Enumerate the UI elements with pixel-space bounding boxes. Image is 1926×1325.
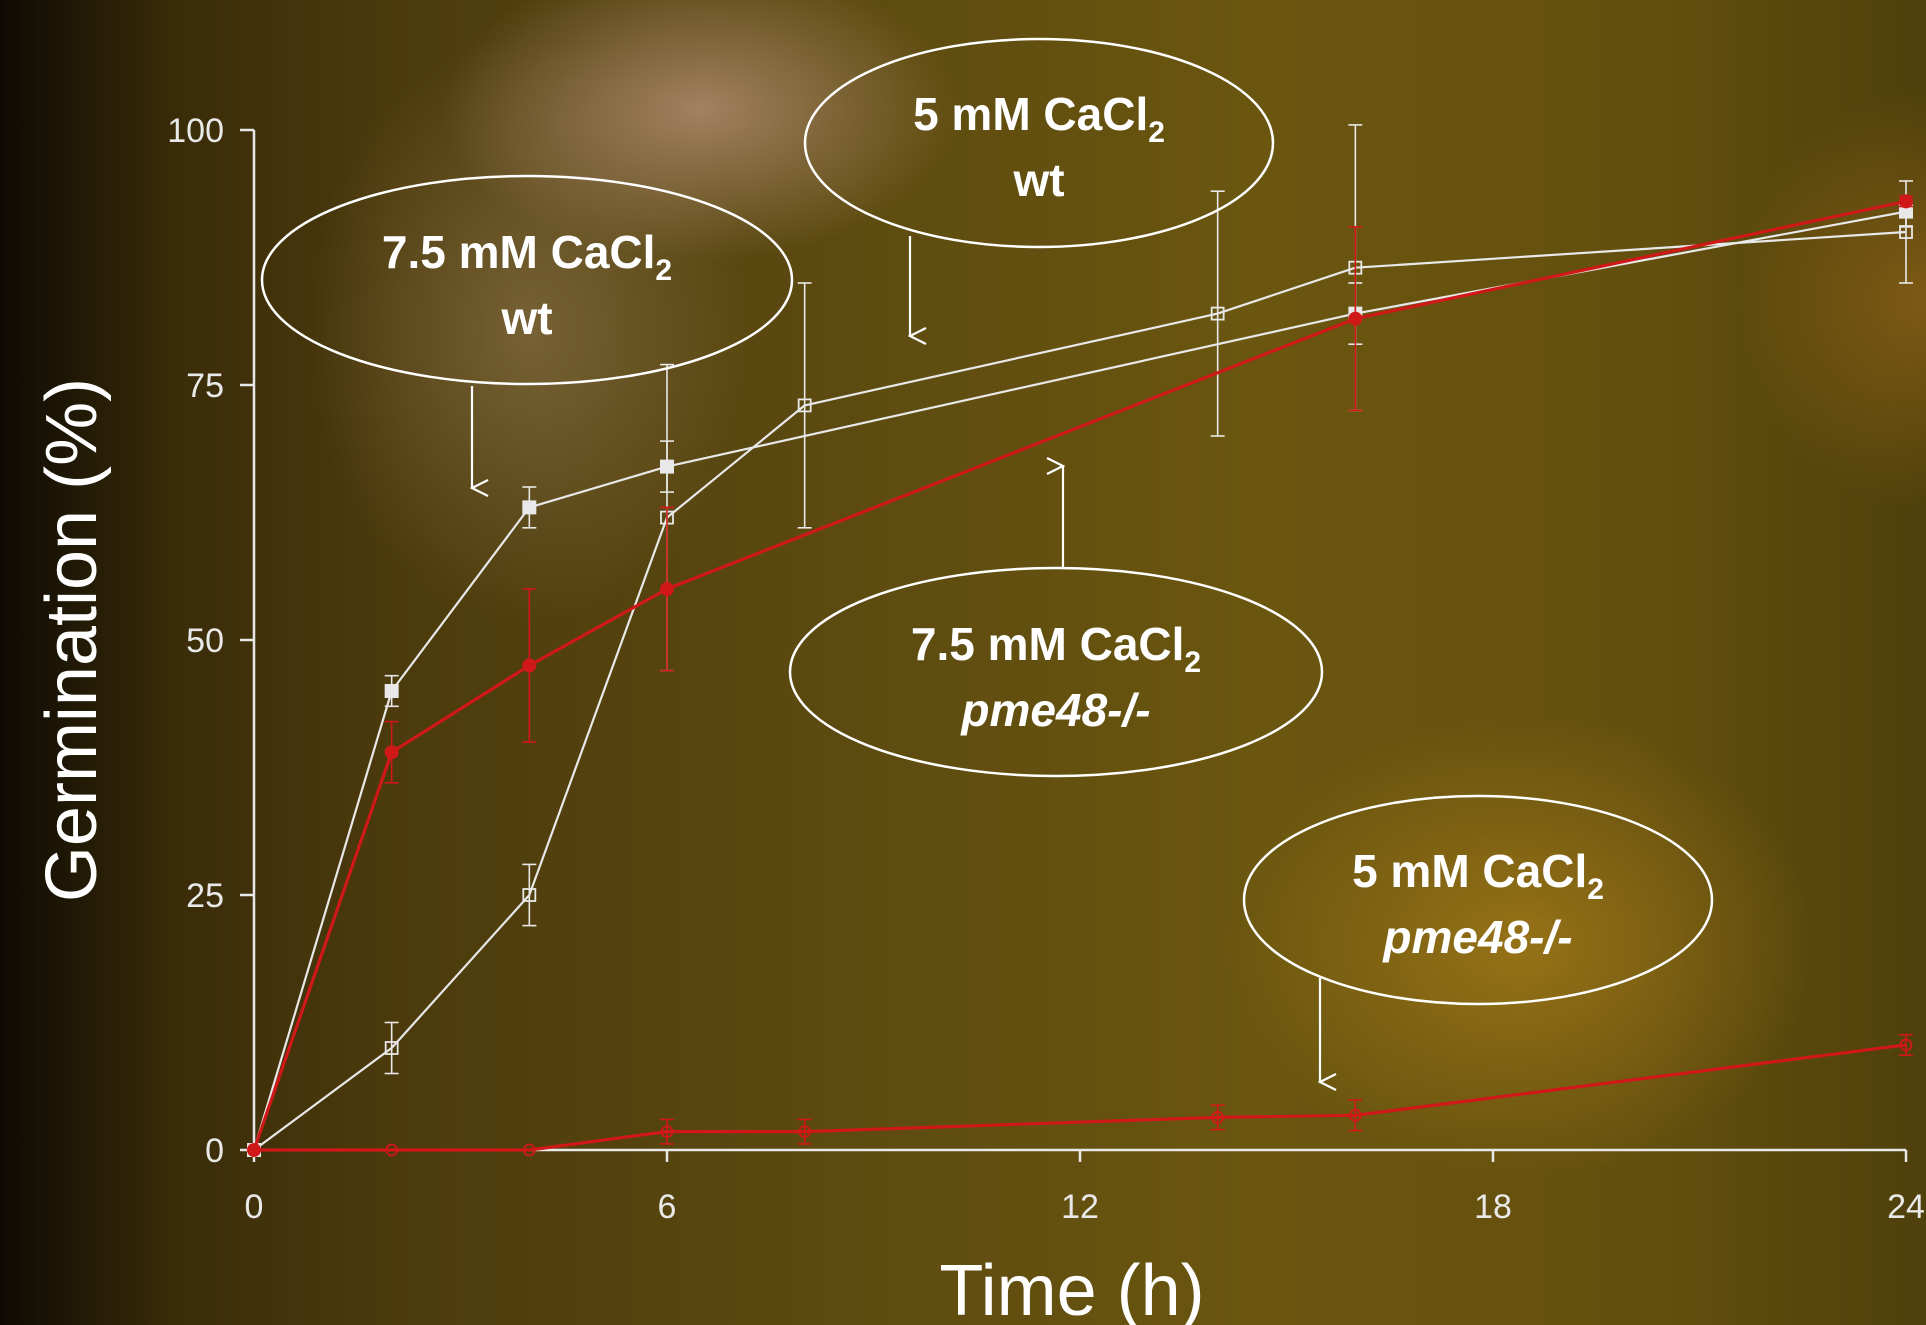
data-point xyxy=(522,500,537,515)
annotation-line-1: 5 mM CaCl2 xyxy=(1352,845,1604,906)
y-axis-title: Germination (%) xyxy=(32,378,112,902)
annotation-line-2: wt xyxy=(500,292,552,344)
x-axis-title: Time (h) xyxy=(939,1251,1204,1325)
data-point xyxy=(1210,306,1225,321)
annotation-subscript: 2 xyxy=(1148,116,1165,149)
data-point xyxy=(384,684,399,698)
data-point xyxy=(522,1143,536,1157)
series-wt-7-5 xyxy=(247,195,1913,1157)
data-point xyxy=(1899,225,1913,239)
annotation-line-1: 5 mM CaCl2 xyxy=(913,88,1165,149)
y-tick-label: 75 xyxy=(186,367,224,405)
series-layer xyxy=(247,124,1913,1157)
data-point xyxy=(384,1041,399,1055)
annotation-line-2: wt xyxy=(1012,154,1064,206)
annotation-bubble xyxy=(803,37,1275,249)
axis-tick-labels: 0 6 12 18 24 0 25 50 75 100 xyxy=(167,112,1925,1226)
x-tick-label: 6 xyxy=(658,1188,677,1226)
annotation-subscript: 2 xyxy=(655,254,672,287)
annotation-7-5-pme48: 7.5 mM CaCl2 pme48-/- xyxy=(788,466,1324,778)
annotation-line-1: 7.5 mM CaCl2 xyxy=(382,226,672,287)
data-point xyxy=(384,745,399,760)
data-point xyxy=(660,1125,674,1139)
x-tick-label: 0 xyxy=(245,1188,264,1226)
series-line xyxy=(252,199,1907,1151)
y-tick-label: 100 xyxy=(167,112,224,150)
series-line xyxy=(253,230,1907,1151)
data-point xyxy=(660,582,674,596)
data-point xyxy=(798,1125,812,1139)
series-pme48-5 xyxy=(247,1033,1913,1157)
y-tick-label: 0 xyxy=(205,1132,224,1170)
y-tick-label: 25 xyxy=(186,877,224,915)
data-point xyxy=(385,1143,399,1157)
series-pme48-7-5 xyxy=(247,194,1913,1157)
annotation-7-5-wt: 7.5 mM CaCl2 wt xyxy=(260,174,794,488)
data-point xyxy=(1899,1038,1913,1052)
annotation-subscript: 2 xyxy=(1184,646,1201,679)
series-line xyxy=(254,1043,1907,1152)
data-point xyxy=(522,888,537,902)
y-tick-label: 50 xyxy=(186,622,224,660)
x-tick-label: 18 xyxy=(1474,1188,1512,1226)
data-point xyxy=(1899,194,1913,209)
annotation-subscript: 2 xyxy=(1587,873,1604,906)
annotation-main-text: 5 mM CaCl xyxy=(1352,845,1587,897)
annotation-5-wt: 5 mM CaCl2 wt xyxy=(803,37,1275,336)
data-point xyxy=(522,658,537,673)
data-point xyxy=(1211,1110,1225,1124)
annotation-bubble xyxy=(1242,794,1714,1006)
data-point xyxy=(797,398,812,413)
annotation-main-text: 7.5 mM CaCl xyxy=(382,226,656,278)
x-tick-label: 24 xyxy=(1887,1188,1925,1226)
data-point xyxy=(1348,1108,1362,1122)
annotation-main-text: 5 mM CaCl xyxy=(913,88,1148,140)
data-point xyxy=(1348,311,1363,326)
annotation-bubble xyxy=(788,566,1324,778)
x-tick-label: 12 xyxy=(1061,1188,1099,1226)
series-line xyxy=(252,210,1907,1151)
annotation-line-2: pme48-/- xyxy=(959,684,1150,736)
annotation-bubble xyxy=(260,174,794,386)
annotation-line-1: 7.5 mM CaCl2 xyxy=(911,618,1201,679)
annotation-line-2: pme48-/- xyxy=(1381,911,1572,963)
annotation-5-pme48: 5 mM CaCl2 pme48-/- xyxy=(1242,794,1714,1082)
annotation-main-text: 7.5 mM CaCl xyxy=(911,618,1185,670)
data-point xyxy=(247,1143,261,1157)
